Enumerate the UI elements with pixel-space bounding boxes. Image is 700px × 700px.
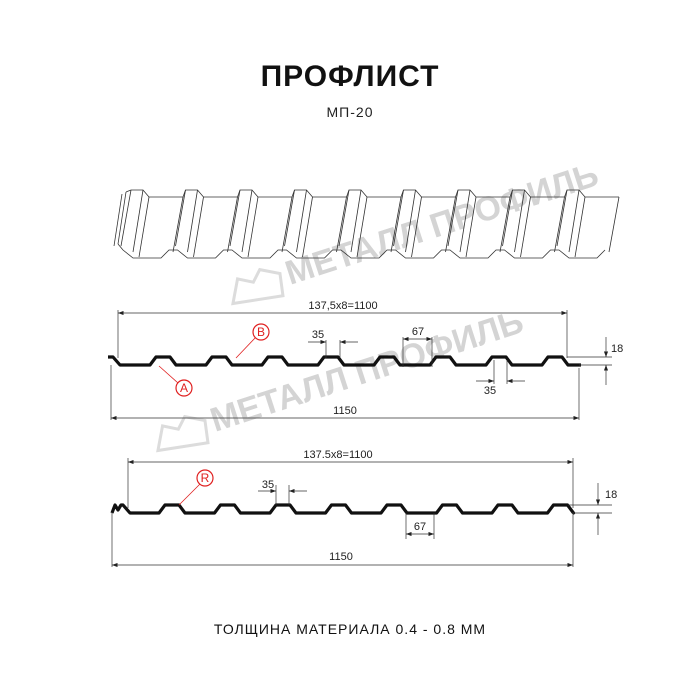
svg-text:R: R bbox=[201, 471, 210, 485]
profile-r-section bbox=[110, 503, 576, 515]
watermark-2: МЕТАЛЛ ПРОФИЛЬ bbox=[156, 303, 528, 453]
marker-b bbox=[252, 323, 270, 341]
watermark-1: МЕТАЛЛ ПРОФИЛЬ bbox=[231, 156, 603, 306]
dim-total-a: 1150 bbox=[333, 405, 357, 417]
sheet-rib bbox=[338, 189, 402, 258]
dim-total-r: 1150 bbox=[329, 551, 353, 563]
dim-pitch-r: 137.5x8=1100 bbox=[303, 449, 372, 461]
profile-a-section bbox=[108, 355, 581, 367]
svg-text:МЕТАЛЛ ПРОФИЛЬ: МЕТАЛЛ ПРОФИЛЬ bbox=[281, 156, 603, 293]
dim-bottom-width-r: 67 bbox=[414, 521, 426, 533]
sheet-rib bbox=[284, 189, 347, 258]
page-title: ПРОФЛИСТ bbox=[260, 60, 440, 93]
profile-a-drawing: 137,5x8=1100 1150 35 67 35 18 B A bbox=[108, 300, 623, 421]
dim-top-width-a1: 35 bbox=[312, 329, 324, 341]
dim-pitch-a: 137,5x8=1100 bbox=[308, 300, 377, 312]
profile-sheet-perspective bbox=[113, 189, 620, 259]
dim-height-r: 18 bbox=[605, 489, 617, 501]
svg-text:МЕТАЛЛ ПРОФИЛЬ: МЕТАЛЛ ПРОФИЛЬ bbox=[206, 303, 528, 440]
sheet-rib bbox=[556, 189, 620, 258]
watermark-logo-icon bbox=[231, 267, 285, 306]
sheet-edge bbox=[117, 243, 606, 259]
page-subtitle: МП-20 bbox=[326, 104, 374, 120]
sheet-rib bbox=[175, 189, 238, 258]
sheet-rib bbox=[393, 189, 456, 258]
dim-top-width-r: 35 bbox=[262, 479, 274, 491]
sheet-rib bbox=[229, 189, 293, 258]
dim-top-width-a2: 35 bbox=[484, 385, 496, 397]
sheet-rib bbox=[502, 189, 565, 258]
material-thickness-note: ТОЛЩИНА МАТЕРИАЛА 0.4 - 0.8 ММ bbox=[213, 621, 487, 637]
dim-height-a: 18 bbox=[611, 343, 623, 355]
profile-r-drawing: 137.5x8=1100 1150 35 67 18 R bbox=[110, 449, 617, 568]
marker-r bbox=[196, 469, 214, 487]
sheet-rib bbox=[447, 189, 511, 258]
sheet-edge bbox=[113, 191, 127, 247]
sheet-edge bbox=[125, 189, 619, 198]
marker-a bbox=[175, 379, 193, 397]
svg-text:B: B bbox=[257, 325, 265, 339]
svg-text:A: A bbox=[180, 381, 188, 395]
sheet-rib bbox=[120, 189, 184, 258]
dim-bottom-width-a: 67 bbox=[412, 326, 424, 338]
